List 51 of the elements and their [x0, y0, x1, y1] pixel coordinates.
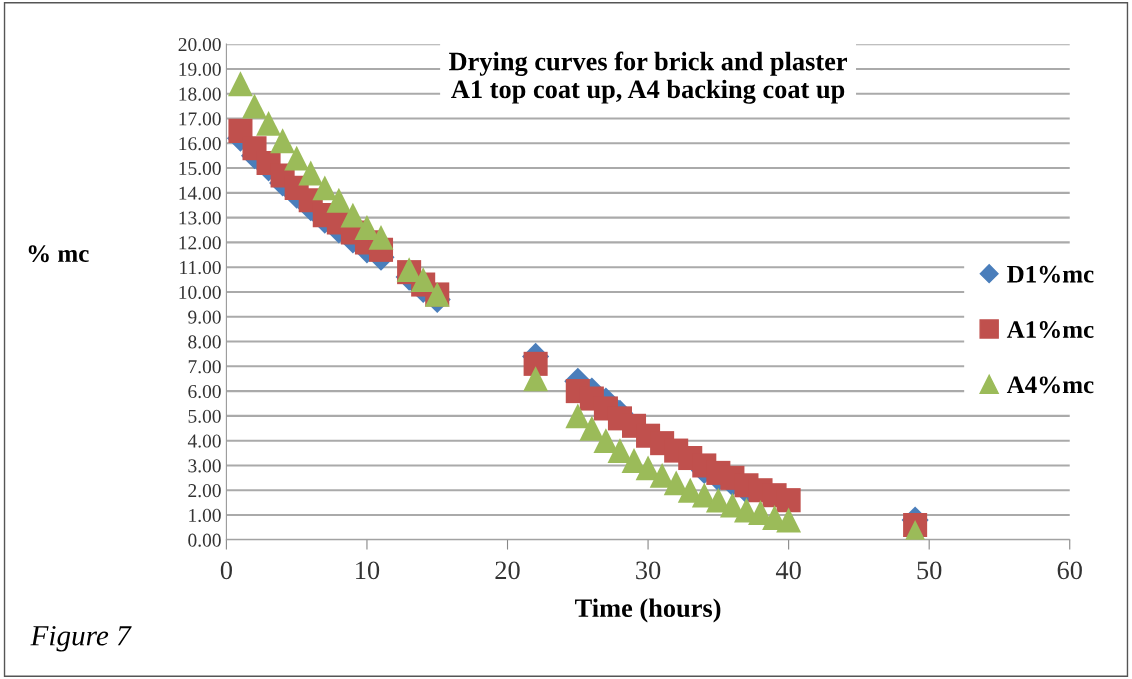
x-tick-label: 0 [220, 561, 232, 580]
y-tick-label: 14.00 [179, 186, 221, 200]
y-tick-label: 4.00 [187, 434, 221, 448]
y-tick-label: 5.00 [188, 409, 221, 423]
point [368, 225, 394, 250]
caption: Figure 7 [30, 625, 132, 652]
y-tick-label: 12.00 [179, 236, 221, 250]
y-tick-label: 9.00 [188, 310, 221, 324]
x-axis-title: Time (hours) [575, 598, 721, 623]
x-tick-label: 60 [1057, 561, 1082, 580]
text: Drying curves for brick and plaster A1 top coat up, A4 backing coat up [449, 51, 847, 104]
point [776, 507, 802, 533]
y-tick-label: 8.00 [188, 335, 221, 349]
point [284, 145, 310, 171]
x-tick-label: 10 [356, 561, 380, 580]
point [340, 202, 366, 228]
y-tick-label: 2.00 [188, 484, 221, 498]
point [298, 160, 324, 186]
x-tick-label: 40 [775, 561, 801, 580]
point [776, 488, 801, 513]
point [523, 366, 549, 392]
y-tick-label: 18.00 [179, 87, 221, 101]
y-tick-label: 11.00 [180, 261, 221, 275]
x-tick-label: 20 [495, 561, 520, 580]
y-tick-label: 6.00 [188, 384, 221, 399]
point [256, 111, 281, 136]
y-tick-label: 0.00 [188, 533, 221, 547]
point [312, 175, 338, 201]
point [326, 187, 352, 213]
y-tick-label: 13.00 [179, 211, 221, 225]
legend-label: A4%mc [1006, 376, 1094, 394]
y-tick-label: 10.00 [179, 285, 221, 299]
y-tick-label: 3.00 [188, 459, 221, 473]
point [579, 415, 605, 441]
point [242, 93, 267, 119]
x-tick-label: 50 [917, 561, 942, 580]
y-tick-label: 1.00 [189, 508, 221, 523]
legend-label: D1%mc [1007, 265, 1094, 283]
point [565, 403, 591, 429]
point [228, 71, 253, 97]
y-tick-label: 19.00 [179, 62, 221, 76]
point [270, 128, 296, 154]
y-tick-label: 16.00 [179, 137, 221, 151]
y-axis-title: % mc [28, 245, 89, 263]
y-tick-label: 17.00 [179, 112, 221, 126]
y-tick-label: 20.00 [178, 37, 221, 52]
y-tick-label: 15.00 [179, 161, 221, 176]
point [523, 351, 548, 376]
x-tick-label: 30 [636, 561, 661, 580]
y-tick-label: 7.00 [188, 360, 221, 374]
legend-label: A1%mc [1006, 321, 1094, 339]
